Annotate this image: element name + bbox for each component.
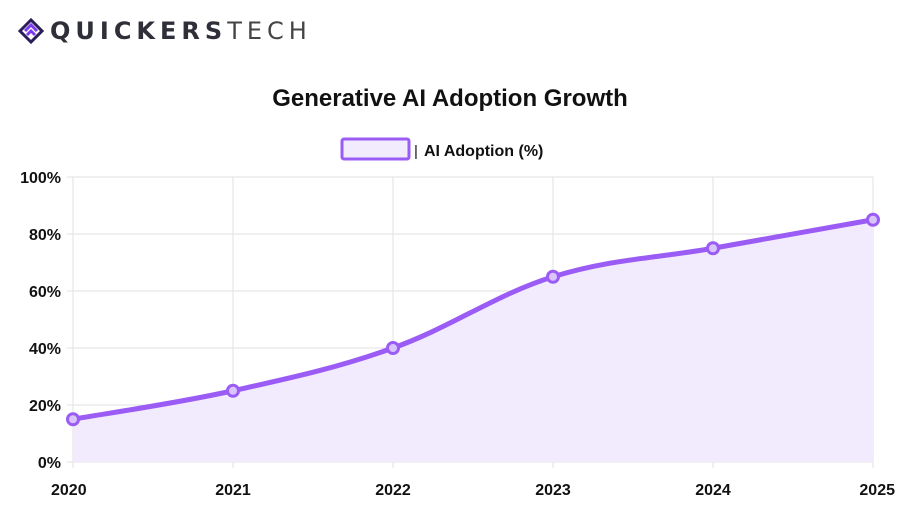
y-tick-label: 100%: [20, 170, 61, 187]
y-tick-label: 60%: [29, 284, 61, 301]
data-point: [66, 412, 80, 427]
chart-legend: | AI Adoption (%): [340, 137, 543, 161]
legend-swatch: [340, 137, 411, 161]
y-tick-label: 0%: [38, 455, 61, 472]
x-tick-label: 2022: [375, 482, 411, 499]
x-tick-label: 2021: [215, 482, 251, 499]
brand-logo: QUICKERSTECH: [18, 16, 312, 46]
x-tick-label: 2020: [51, 482, 87, 499]
x-tick-label: 2025: [859, 482, 895, 499]
data-point: [546, 269, 560, 284]
brand-name: QUICKERSTECH: [50, 17, 312, 45]
brand-name-bold: QUICKERS: [50, 17, 228, 45]
legend-label: AI Adoption (%): [424, 143, 543, 160]
y-tick-label: 20%: [29, 398, 61, 415]
chevron-mark-icon: [18, 18, 44, 44]
series-line: [70, 217, 876, 422]
x-tick-label: 2023: [535, 482, 571, 499]
chart-title: Generative AI Adoption Growth: [272, 85, 628, 112]
chart-plot: [66, 212, 880, 462]
y-tick-label: 40%: [29, 341, 61, 358]
data-point: [866, 212, 880, 227]
data-point: [706, 241, 720, 256]
data-point: [226, 383, 240, 398]
y-tick-label: 80%: [29, 227, 61, 244]
data-point: [386, 341, 400, 355]
series-area: [73, 219, 873, 462]
brand-name-light: TECH: [227, 17, 312, 45]
legend-separator: |: [414, 143, 418, 160]
chart-axes: 0% 20% 40% 60% 80% 100% 2020 2021 2022 2023 2024 20…: [20, 170, 895, 499]
x-tick-label: 2024: [695, 482, 731, 499]
